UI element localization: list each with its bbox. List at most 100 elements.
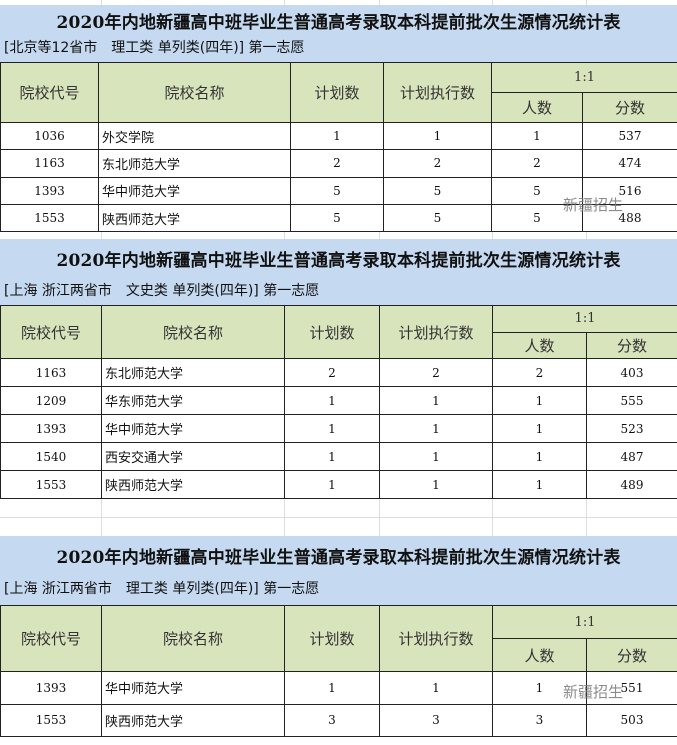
header-plan: 计划数	[290, 62, 384, 123]
cell-code[interactable]: 1553	[0, 470, 102, 499]
cell-count[interactable]: 1	[492, 442, 587, 471]
grid-line	[379, 498, 380, 536]
header-score: 分数	[585, 638, 677, 672]
cell-count[interactable]: 3	[492, 703, 587, 737]
cell-executed[interactable]: 1	[379, 470, 493, 499]
cell-score[interactable]: 487	[585, 442, 677, 471]
cell-name[interactable]: 外交学院	[98, 121, 291, 151]
cell-code[interactable]: 1553	[0, 703, 102, 737]
header-name: 院校名称	[98, 62, 291, 123]
cell-score[interactable]: 503	[585, 703, 677, 737]
cell-count[interactable]: 2	[491, 149, 583, 178]
table-title: 2020年内地新疆高中班毕业生普通高考录取本科提前批次生源情况统计表	[56, 13, 621, 33]
cell-code[interactable]: 1393	[0, 176, 99, 205]
cell-executed[interactable]: 1	[379, 386, 493, 415]
grid-line	[284, 0, 285, 5]
table-row: 1393 华中师范大学 1 1 1 523	[0, 414, 677, 443]
cell-name[interactable]: 陕西师范大学	[101, 703, 285, 737]
grid-line	[101, 498, 102, 536]
cell-code[interactable]: 1393	[0, 414, 102, 443]
grid-line	[586, 231, 587, 239]
grid-line	[101, 231, 102, 239]
cell-plan[interactable]: 1	[284, 386, 380, 415]
grid-line	[284, 231, 285, 239]
header-executed: 计划执行数	[379, 605, 493, 672]
cell-count[interactable]: 1	[492, 386, 587, 415]
cell-plan[interactable]: 1	[290, 121, 384, 151]
cell-count[interactable]: 2	[492, 358, 587, 387]
cell-code[interactable]: 1163	[0, 149, 99, 178]
cell-count[interactable]: 1	[492, 414, 587, 443]
cell-name[interactable]: 西安交通大学	[101, 442, 285, 471]
header-row: 院校代号 院校名称 计划数 计划执行数 1:1	[0, 62, 677, 123]
cell-count[interactable]: 1	[492, 470, 587, 499]
cell-plan[interactable]: 1	[284, 470, 380, 499]
table-row: 1553 陕西师范大学 3 3 3 503	[0, 703, 677, 737]
cell-plan[interactable]: 1	[284, 671, 380, 705]
cell-name[interactable]: 东北师范大学	[101, 358, 285, 387]
cell-code[interactable]: 1540	[0, 442, 102, 471]
cell-name[interactable]: 华中师范大学	[101, 414, 285, 443]
header-plan: 计划数	[284, 605, 380, 672]
grid-line	[284, 498, 285, 536]
watermark-logo: 新疆招生	[563, 683, 624, 701]
cell-executed[interactable]: 3	[379, 703, 493, 737]
table-row: 1163 东北师范大学 2 2 2 403	[0, 358, 677, 387]
header-code: 院校代号	[0, 62, 99, 123]
cell-count[interactable]: 1	[492, 671, 587, 705]
cell-score[interactable]: 523	[585, 414, 677, 443]
header-row: 人数 分数	[1, 638, 677, 672]
cell-score[interactable]: 537	[581, 121, 677, 151]
cell-score[interactable]: 474	[581, 149, 677, 178]
cell-plan[interactable]: 1	[284, 414, 380, 443]
cell-name[interactable]: 华东师范大学	[101, 386, 285, 415]
cell-executed[interactable]: 1	[379, 671, 493, 705]
cell-score[interactable]: 489	[585, 470, 677, 499]
cell-name[interactable]: 华中师范大学	[98, 176, 291, 205]
grid-line	[379, 231, 380, 239]
header-plan: 计划数	[284, 305, 380, 359]
grid-line	[101, 0, 102, 5]
cell-count[interactable]: 5	[491, 203, 583, 233]
cell-count[interactable]: 1	[491, 121, 583, 151]
cell-name[interactable]: 陕西师范大学	[101, 470, 285, 499]
table-subtitle: [北京等12省市 理工类 单列类(四年)] 第一志愿	[4, 40, 305, 56]
cell-code[interactable]: 1209	[0, 386, 102, 415]
cell-executed[interactable]: 1	[379, 414, 493, 443]
cell-score[interactable]: 403	[585, 358, 677, 387]
cell-plan[interactable]: 1	[284, 442, 380, 471]
cell-plan[interactable]: 5	[290, 203, 384, 233]
cell-executed[interactable]: 2	[383, 149, 492, 178]
table-row: 1163 东北师范大学 2 2 2 474	[0, 149, 677, 178]
cell-executed[interactable]: 5	[383, 176, 492, 205]
empty-grid-area	[0, 0, 677, 5]
table-subtitle: [上海 浙江两省市 理工类 单列类(四年)] 第一志愿	[4, 581, 320, 597]
cell-score[interactable]: 555	[585, 386, 677, 415]
cell-plan[interactable]: 3	[284, 703, 380, 737]
cell-name[interactable]: 陕西师范大学	[98, 203, 291, 233]
title-band	[0, 536, 677, 605]
cell-executed[interactable]: 5	[383, 203, 492, 233]
cell-executed[interactable]: 1	[379, 442, 493, 471]
cell-code[interactable]: 1163	[0, 358, 102, 387]
cell-code[interactable]: 1553	[0, 203, 99, 233]
cell-name[interactable]: 华中师范大学	[101, 671, 285, 705]
cell-plan[interactable]: 5	[290, 176, 384, 205]
cell-code[interactable]: 1393	[0, 671, 102, 705]
header-row: 人数 分数	[1, 92, 677, 123]
cell-plan[interactable]: 2	[290, 149, 384, 178]
header-ratio: 1:1	[490, 62, 677, 93]
table-row: 1553 陕西师范大学 5 5 5 488	[0, 203, 677, 233]
data-table: 院校代号 院校名称 计划数 计划执行数 1:1 人数 分数 1036 外交学院 1 1 1 537 116…	[0, 62, 677, 233]
grid-line	[586, 498, 587, 536]
grid-line	[492, 231, 493, 239]
cell-code[interactable]: 1036	[0, 121, 99, 151]
header-row: 院校代号 院校名称 计划数 计划执行数 1:1	[0, 305, 677, 359]
cell-score[interactable]: 488	[581, 203, 677, 233]
cell-plan[interactable]: 2	[284, 358, 380, 387]
watermark-logo: 新疆招生	[563, 196, 624, 214]
cell-executed[interactable]: 2	[379, 358, 493, 387]
cell-executed[interactable]: 1	[383, 121, 492, 151]
cell-name[interactable]: 东北师范大学	[98, 149, 291, 178]
header-row: 人数 分数	[1, 331, 677, 359]
